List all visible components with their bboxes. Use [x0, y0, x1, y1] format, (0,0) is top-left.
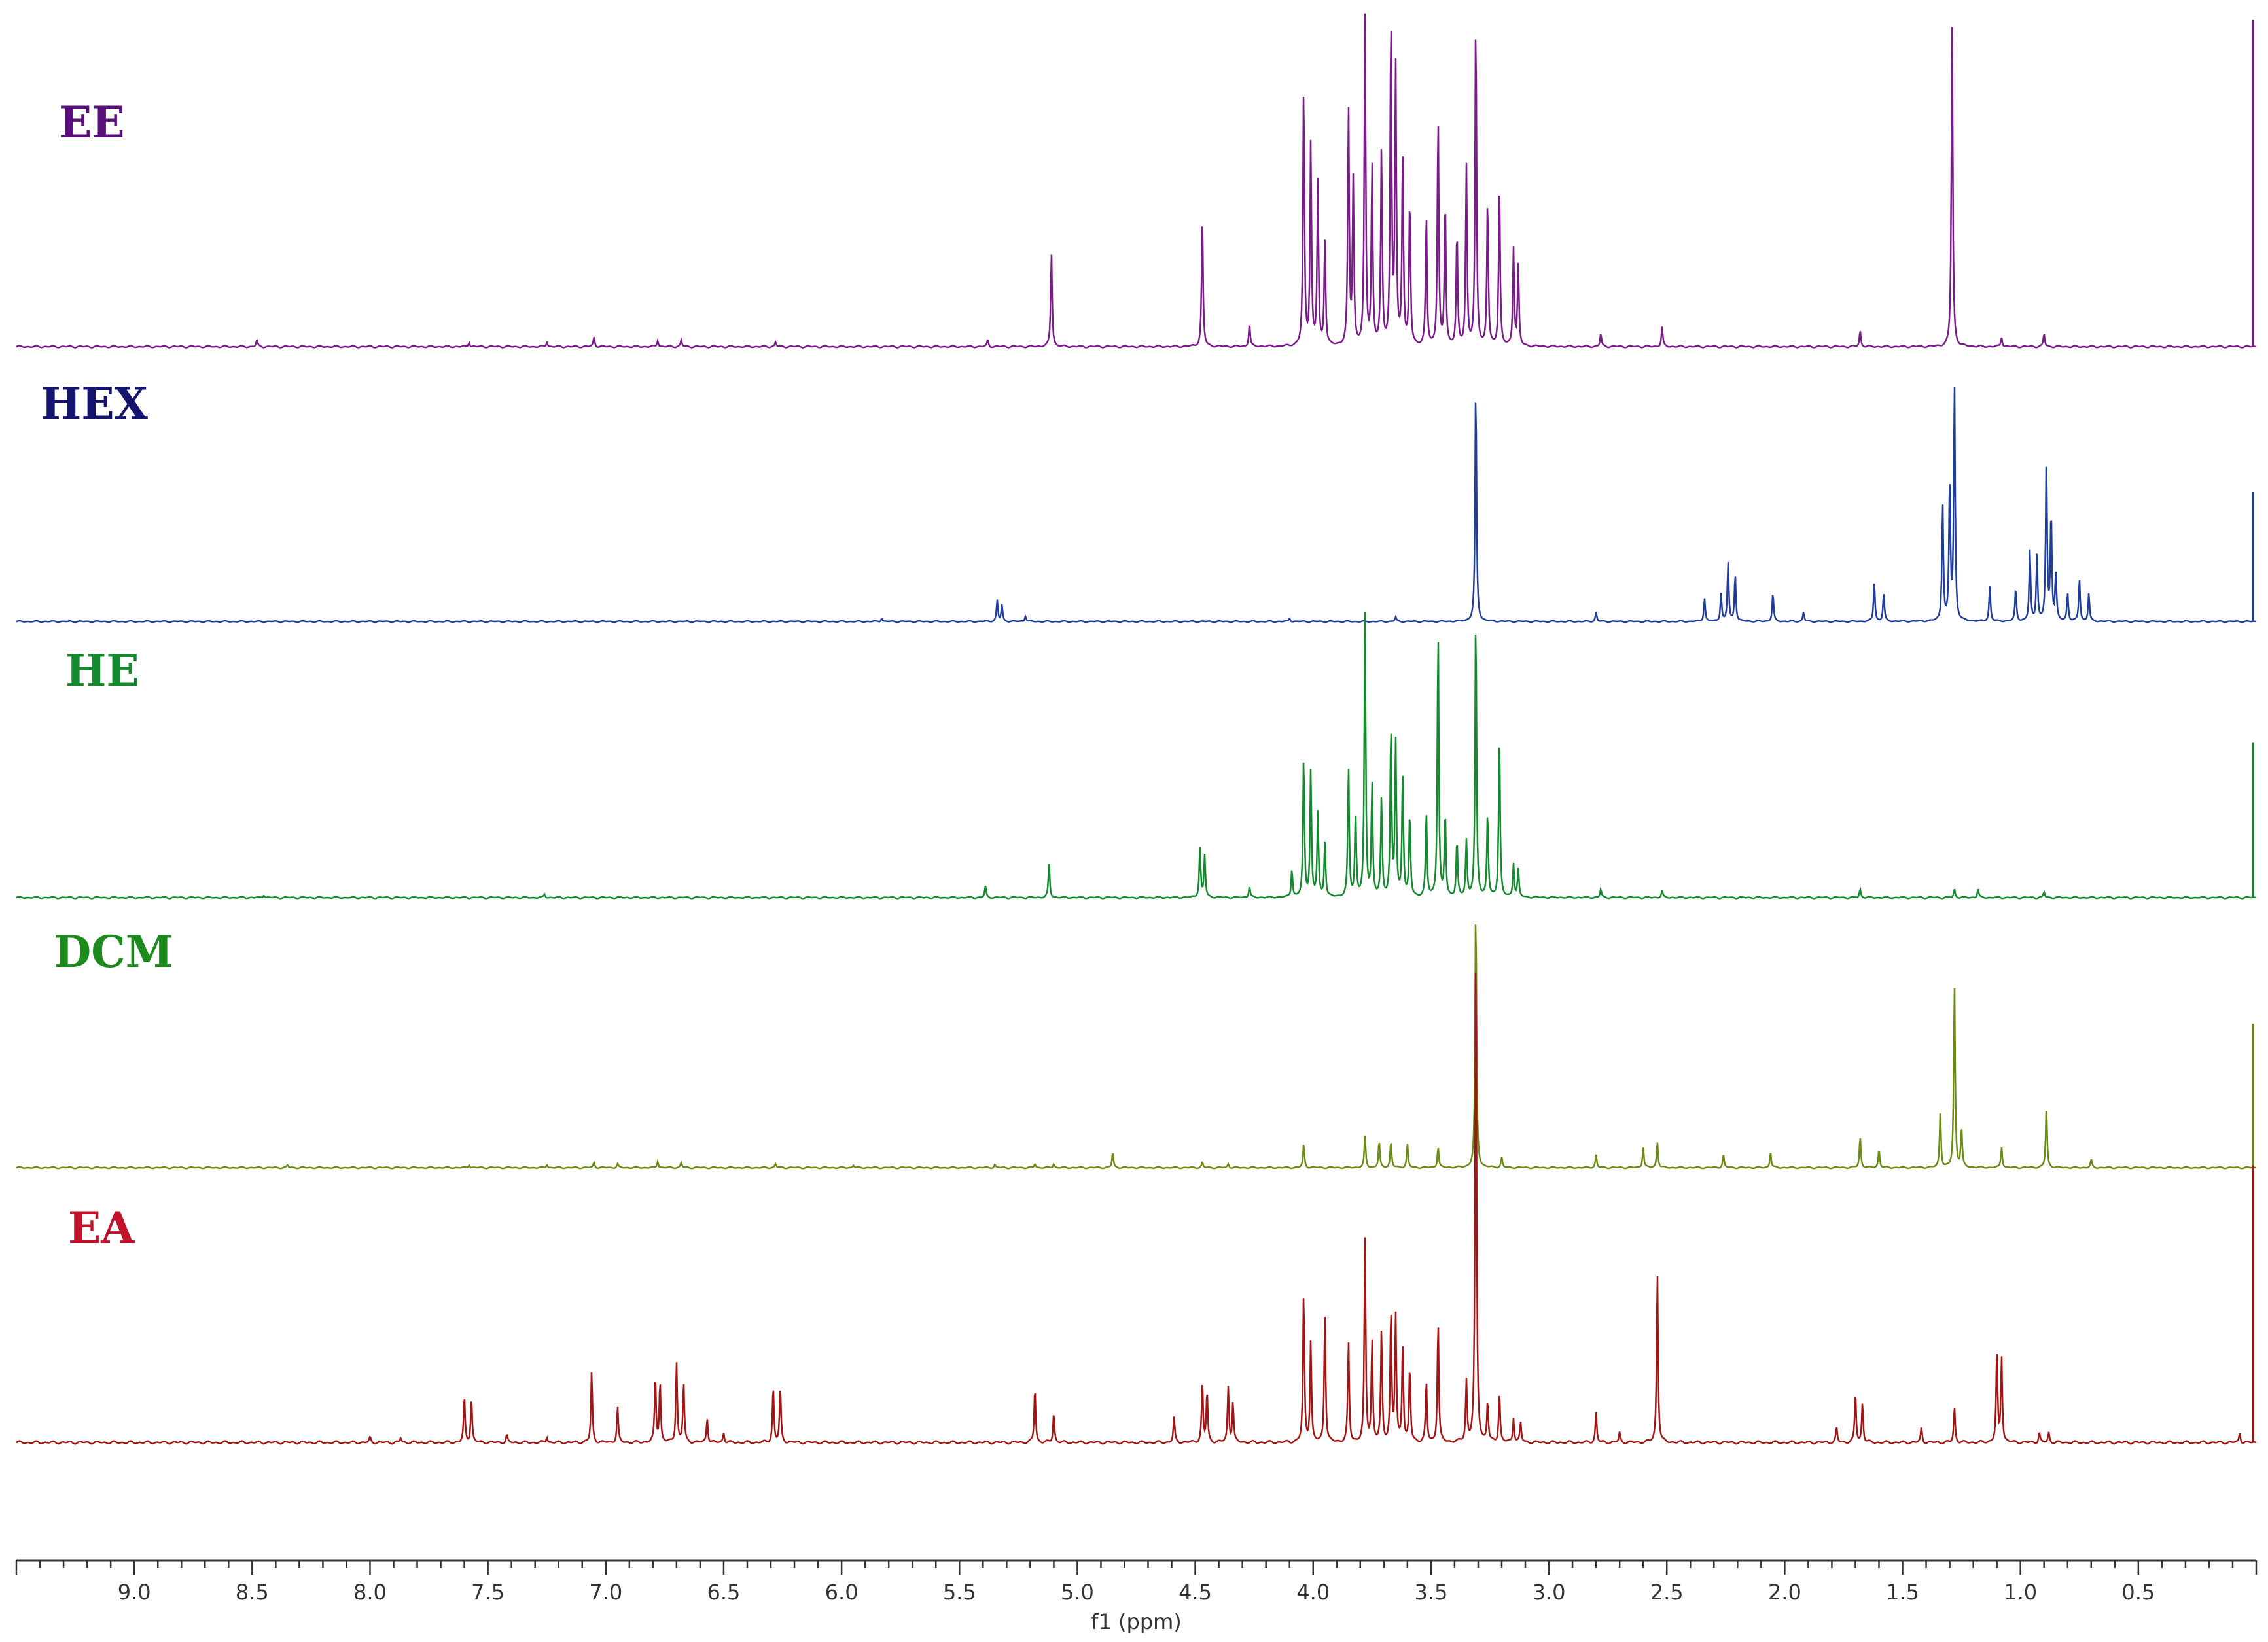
series-labels: EE HEX HE DCM EA — [41, 97, 173, 1253]
x-axis-ticks: 9.0 8.5 8.0 7.5 7.0 6.5 6.0 5.5 5.0 4.5 4.0 3.5 3.0 2… — [15, 1560, 2258, 1605]
series-label-he: HE — [65, 645, 139, 696]
x-axis-title: f1 (ppm) — [1091, 1609, 1182, 1634]
x-tick-label: 8.0 — [353, 1580, 387, 1605]
series-label-hex: HEX — [41, 378, 149, 429]
series-label-ee: EE — [59, 97, 125, 148]
x-tick-label: 2.5 — [1650, 1580, 1684, 1605]
x-tick-label: 1.0 — [2004, 1580, 2037, 1605]
trace-hex — [16, 387, 2257, 623]
x-tick-label: 4.0 — [1296, 1580, 1330, 1605]
x-tick-label: 6.5 — [707, 1580, 741, 1605]
x-tick-label: 9.0 — [118, 1580, 151, 1605]
spectra-traces — [16, 13, 2257, 1445]
x-tick-label: 2.0 — [1768, 1580, 1801, 1605]
x-tick-label: 4.5 — [1178, 1580, 1212, 1605]
trace-dcm — [16, 924, 2257, 1170]
x-tick-label: 3.0 — [1533, 1580, 1566, 1605]
x-tick-label: 3.5 — [1414, 1580, 1447, 1605]
x-tick-label: 7.0 — [589, 1580, 622, 1605]
x-tick-label: 5.0 — [1061, 1580, 1094, 1605]
trace-ee — [16, 13, 2257, 349]
x-tick-label: 1.5 — [1886, 1580, 1919, 1605]
x-tick-label: 6.0 — [825, 1580, 859, 1605]
x-tick-label: 7.5 — [471, 1580, 505, 1605]
series-label-ea: EA — [68, 1202, 135, 1253]
x-tick-label: 8.5 — [236, 1580, 269, 1605]
trace-he — [16, 612, 2257, 900]
x-tick-label: 5.5 — [943, 1580, 976, 1605]
series-label-dcm: DCM — [54, 926, 173, 977]
x-axis: 9.0 8.5 8.0 7.5 7.0 6.5 6.0 5.5 5.0 4.5 4.0 3.5 3.0 2… — [15, 1559, 2258, 1634]
x-tick-label: 0.5 — [2121, 1580, 2155, 1605]
trace-ea — [16, 973, 2257, 1445]
